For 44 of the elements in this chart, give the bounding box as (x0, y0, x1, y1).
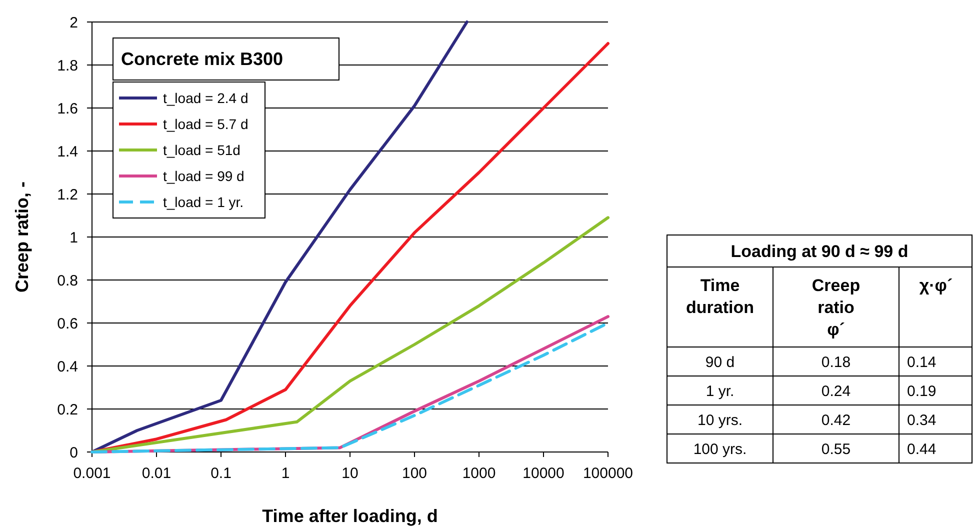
legend-title: Concrete mix B300 (121, 49, 284, 69)
x-tick-label: 1 (281, 465, 290, 482)
y-axis-title: Creep ratio, - (12, 181, 32, 293)
y-tick-label: 1.8 (57, 57, 78, 74)
x-tick-label: 10000 (522, 465, 564, 482)
legend-label: t_load = 99 d (163, 168, 244, 184)
x-axis-title: Time after loading, d (262, 506, 438, 526)
x-tick-label: 100000 (582, 465, 634, 482)
text: 0.18 (821, 354, 851, 371)
text: Loading at 90 d ≈ 99 d (730, 242, 908, 261)
legend-label: t_load = 5.7 d (163, 116, 248, 132)
text: 100 yrs. (693, 441, 747, 458)
y-tick-label: 0.6 (57, 315, 78, 332)
text: 0.14 (907, 354, 936, 371)
text: 90 d (705, 354, 735, 371)
text: χ·φ´ (919, 276, 953, 295)
x-tick-label: 0.01 (142, 465, 172, 482)
text: 0.34 (907, 412, 936, 429)
text: 0.42 (821, 412, 851, 429)
y-tick-label: 1 (70, 229, 78, 246)
x-tick-label: 1000 (462, 465, 496, 482)
text: 0.19 (907, 383, 936, 400)
y-tick-label: 1.4 (57, 143, 78, 160)
y-tick-label: 2 (70, 14, 78, 32)
y-tick-label: 0.8 (57, 272, 78, 290)
y-tick-label: 1.6 (57, 100, 78, 118)
y-tick-label: 0.2 (57, 401, 78, 418)
legend-label: t_load = 1 yr. (163, 194, 244, 210)
legend-label: t_load = 2.4 d (163, 90, 248, 106)
legend-label: t_load = 51d (163, 142, 240, 158)
text: 0.44 (907, 441, 936, 458)
x-tick-label: 0.001 (73, 465, 111, 482)
text: 1 yr. (706, 383, 734, 400)
text: 0.24 (821, 383, 851, 400)
text: Time duration (686, 276, 754, 317)
y-tick-label: 0 (70, 444, 78, 462)
y-tick-label: 0.4 (57, 358, 78, 376)
x-tick-label: 100 (402, 465, 428, 482)
y-tick-label: 1.2 (57, 186, 78, 204)
text: Creep ratio φ´ (812, 276, 860, 339)
text: 0.55 (821, 441, 851, 458)
x-tick-label: 0.1 (210, 465, 232, 482)
x-tick-label: 10 (342, 465, 358, 482)
text: 10 yrs. (697, 412, 743, 429)
